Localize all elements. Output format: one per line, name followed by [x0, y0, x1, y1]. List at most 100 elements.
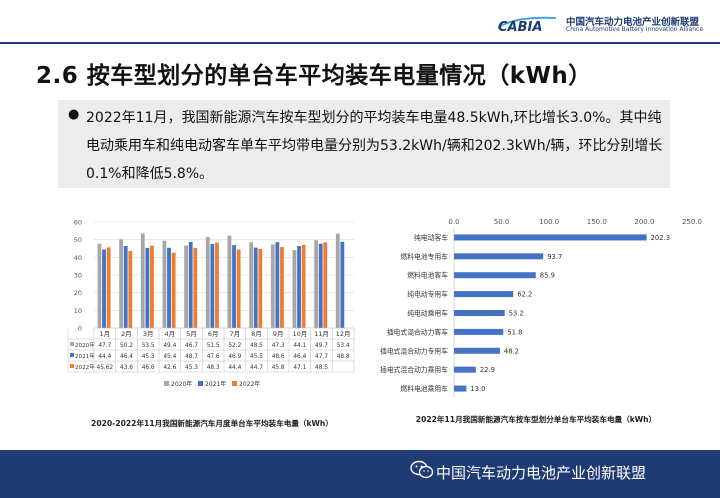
bar: [454, 328, 504, 335]
bar: [318, 243, 323, 328]
x-tick-label: 250.0: [682, 218, 702, 226]
data-label: 202.3: [651, 234, 670, 242]
x-tick-label: 8月: [251, 330, 262, 338]
table-series-label: 2021年: [75, 352, 95, 360]
data-label: 13.0: [470, 385, 485, 393]
data-label: 49.7: [315, 343, 328, 349]
data-label: 48.5: [250, 343, 263, 349]
y-tick-label: 10: [74, 307, 82, 315]
x-tick-label: 11月: [314, 330, 329, 338]
data-label: 47.3: [272, 343, 285, 349]
bar: [292, 250, 297, 328]
y-tick-label: 0: [78, 325, 82, 333]
data-label: 44.7: [250, 365, 263, 371]
legend-label: 2021年: [205, 380, 226, 388]
bar: [335, 233, 340, 328]
y-category-label: 纯电动乘用车: [407, 309, 448, 318]
y-category-label: 插电式混合动力客车: [387, 327, 448, 336]
y-tick-label: 60: [74, 219, 82, 227]
bar: [97, 243, 102, 328]
bar: [454, 253, 544, 260]
bar: [167, 247, 171, 328]
data-label: 46.9: [228, 354, 241, 360]
bar: [227, 235, 232, 328]
vehicle-type-chart: 0.0 50.0 100.0 150.0 200.0 250.0 纯电动客车 202.3 燃料电…: [380, 218, 702, 424]
data-label: 48.5: [315, 365, 328, 371]
data-label: 45.3: [142, 354, 155, 360]
bar: [280, 247, 284, 328]
bar: [454, 272, 536, 279]
bar: [270, 244, 275, 328]
data-label: 93.7: [547, 253, 562, 261]
data-label: 22.9: [480, 366, 495, 374]
y-category-label: 插电式混合动力专用车: [380, 346, 448, 355]
data-label: 46.4: [293, 354, 306, 360]
chart-title: 2020-2022年11月我国新能源汽车月度单台车平均装车电量（kWh）: [91, 418, 333, 428]
legend-key: [198, 381, 203, 386]
bar: [314, 240, 318, 328]
data-label: 48.8: [337, 354, 350, 360]
bar: [119, 239, 123, 328]
data-label: 48.3: [207, 365, 220, 371]
bar: [301, 244, 306, 328]
data-label: 47.7: [315, 354, 328, 360]
data-label: 51.5: [207, 343, 220, 349]
data-label: 47.7: [98, 343, 111, 349]
bar: [210, 243, 215, 328]
data-label: 49.4: [163, 343, 176, 349]
table-series-label: 2022年: [75, 363, 95, 371]
logo-text: CABIA: [498, 20, 542, 34]
table-legend-key: [70, 342, 74, 346]
bar: [162, 240, 167, 328]
bar: [454, 347, 500, 354]
data-label: 46.4: [120, 354, 133, 360]
data-label: 45.5: [250, 354, 263, 360]
y-category-label: 燃料电池乘用车: [400, 384, 448, 393]
y-tick-label: 30: [74, 272, 82, 280]
data-label: 42.6: [163, 365, 176, 371]
x-tick-label: 3月: [143, 330, 154, 338]
legend-label: 2022年: [239, 380, 260, 388]
data-label: 47.6: [207, 354, 220, 360]
bar: [215, 242, 219, 328]
bullet-icon: ●: [68, 107, 80, 122]
legend-key: [164, 381, 169, 386]
table-series-label: 2020年: [75, 341, 95, 349]
summary-box: [58, 100, 670, 188]
bar: [193, 247, 198, 328]
bar: [140, 233, 145, 328]
legend-label: 2020年: [171, 380, 192, 388]
x-tick-label: 10月: [292, 330, 307, 338]
header: CABIA 中国汽车动力电池产业创新联盟 China Automotive Ba…: [0, 0, 720, 44]
bar: [253, 247, 258, 328]
y-category-label: 燃料电池客车: [407, 271, 448, 280]
data-label: 51.8: [507, 328, 522, 336]
bar: [340, 241, 345, 328]
data-label: 48.7: [185, 354, 198, 360]
bar: [150, 245, 154, 328]
footer-text: 中国汽车动力电池产业创新联盟: [436, 464, 647, 482]
bar: [236, 249, 241, 328]
table-legend-key: [70, 353, 74, 357]
y-category-label: 纯电动专用车: [407, 290, 448, 299]
bar: [171, 252, 176, 328]
data-label: 62.2: [517, 291, 532, 299]
bar: [258, 249, 263, 328]
bar: [232, 245, 236, 328]
x-tick-label: 100.0: [539, 218, 559, 226]
page-title: 2.6 按车型划分的单台车平均装车电量情况（kWh）: [36, 63, 592, 89]
data-label: 44.1: [293, 343, 306, 349]
bar: [205, 237, 210, 328]
bar: [323, 242, 328, 328]
summary-text: 2022年11月，我国新能源汽车按车型划分的平均装车电量48.5kWh,环比增长…: [86, 110, 663, 182]
data-label: 53.2: [509, 310, 524, 318]
bar: [188, 241, 193, 328]
bar: [454, 310, 505, 316]
x-tick-label: 4月: [165, 330, 176, 338]
data-label: 44.4: [98, 354, 111, 360]
x-tick-label: 50.0: [494, 218, 510, 226]
x-tick-label: 200.0: [634, 218, 654, 226]
data-label: 45.62: [97, 365, 114, 371]
y-category-label: 燃料电池专用车: [400, 252, 448, 261]
bar: [454, 234, 647, 241]
